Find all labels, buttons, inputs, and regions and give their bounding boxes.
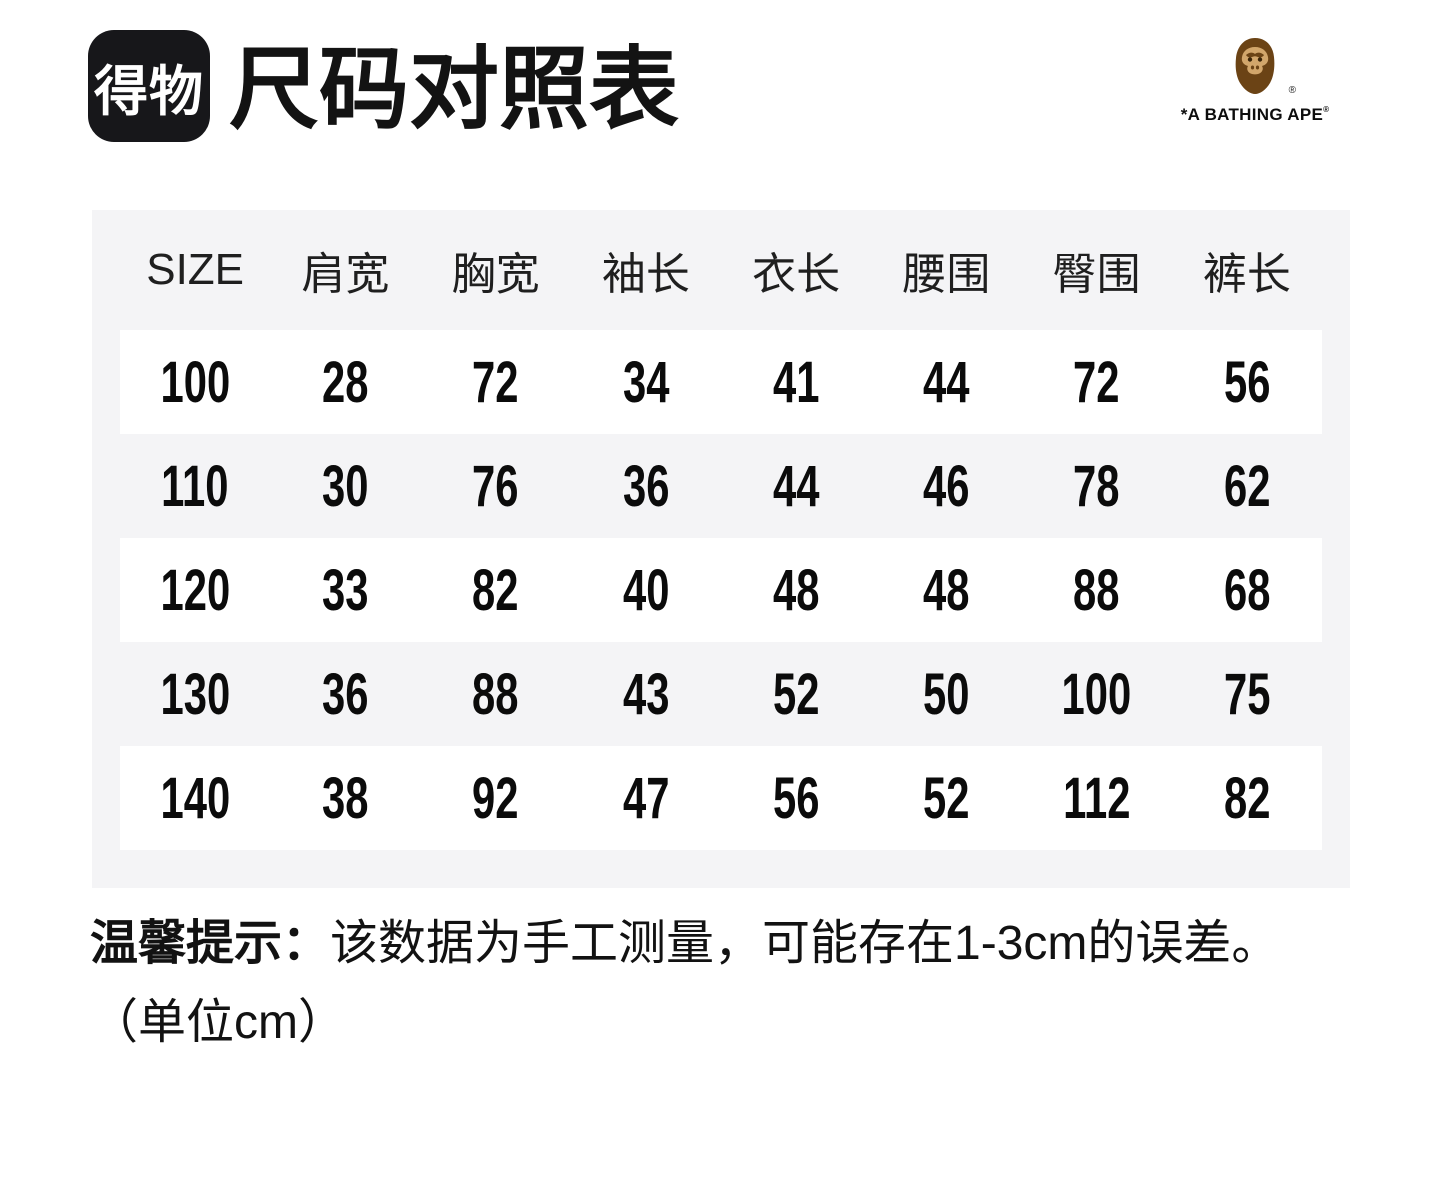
cell-value: 110 bbox=[161, 453, 229, 519]
cell-value: 41 bbox=[772, 349, 820, 415]
table-row: 100 28 72 34 41 44 72 56 bbox=[120, 330, 1322, 434]
dewu-logo-text: 得物 bbox=[94, 61, 204, 122]
size-table: SIZE 肩宽 胸宽 袖长 衣长 腰围 臀围 裤长 100 28 72 34 4… bbox=[92, 210, 1350, 888]
cell-value: 46 bbox=[923, 453, 970, 519]
header-hip: 臀围 bbox=[1052, 250, 1141, 299]
cell-value: 120 bbox=[160, 557, 230, 623]
note-prefix: 温馨提示： bbox=[90, 917, 331, 970]
cell-value: 68 bbox=[1223, 557, 1271, 623]
cell-value: 30 bbox=[322, 453, 369, 519]
note-line-1: 温馨提示：该数据为手工测量，可能存在1-3cm的误差。 bbox=[90, 903, 1279, 973]
cell-value: 76 bbox=[472, 453, 519, 519]
header-shoulder-width: 肩宽 bbox=[301, 250, 390, 299]
table-row: 120 33 82 40 48 48 88 68 bbox=[120, 538, 1322, 642]
cell-value: 52 bbox=[772, 661, 820, 727]
cell-value: 56 bbox=[772, 765, 820, 831]
cell-value: 47 bbox=[622, 765, 670, 831]
cell-value: 43 bbox=[622, 661, 670, 727]
cell-value: 75 bbox=[1223, 661, 1271, 727]
cell-value: 78 bbox=[1073, 453, 1120, 519]
cell-value: 48 bbox=[772, 557, 820, 623]
size-table-header-row: SIZE 肩宽 胸宽 袖长 衣长 腰围 臀围 裤长 bbox=[120, 210, 1322, 330]
page-title: 尺码对照表 bbox=[229, 40, 679, 140]
table-row: 110 30 76 36 44 46 78 62 bbox=[120, 434, 1322, 538]
cell-value: 34 bbox=[622, 349, 670, 415]
cell-value: 50 bbox=[923, 661, 970, 727]
cell-value: 112 bbox=[1062, 765, 1131, 831]
cell-value: 62 bbox=[1223, 453, 1271, 519]
cell-value: 38 bbox=[322, 765, 369, 831]
cell-value: 36 bbox=[322, 661, 369, 727]
cell-value: 36 bbox=[622, 453, 670, 519]
cell-value: 100 bbox=[160, 349, 230, 415]
cell-value: 88 bbox=[472, 661, 519, 727]
note-text: 该数据为手工测量，可能存在1-3cm的误差。 bbox=[330, 917, 1280, 970]
cell-value: 56 bbox=[1223, 349, 1271, 415]
cell-value: 44 bbox=[772, 453, 820, 519]
cell-value: 52 bbox=[923, 765, 970, 831]
brand-name: *A BATHING APE® bbox=[1180, 105, 1330, 124]
cell-value: 40 bbox=[622, 557, 670, 623]
table-row: 130 36 88 43 52 50 100 75 bbox=[120, 642, 1322, 746]
registered-mark-icon: ® bbox=[1288, 85, 1296, 96]
cell-value: 100 bbox=[1061, 661, 1132, 727]
cell-value: 33 bbox=[322, 557, 369, 623]
cell-value: 44 bbox=[923, 349, 970, 415]
cell-value: 92 bbox=[472, 765, 519, 831]
cell-value: 82 bbox=[1223, 765, 1271, 831]
cell-value: 82 bbox=[472, 557, 519, 623]
table-row: 140 38 92 47 56 52 112 82 bbox=[120, 746, 1322, 850]
ape-head-icon: ® bbox=[1222, 34, 1296, 98]
cell-value: 140 bbox=[160, 765, 230, 831]
registered-mark-icon: ® bbox=[1323, 105, 1330, 114]
header-size: SIZE bbox=[146, 245, 245, 294]
header-garment-length: 衣长 bbox=[752, 250, 841, 299]
header-chest-width: 胸宽 bbox=[451, 250, 540, 299]
cell-value: 28 bbox=[322, 349, 369, 415]
dewu-logo: 得物 bbox=[88, 30, 210, 142]
cell-value: 130 bbox=[160, 661, 230, 727]
cell-value: 48 bbox=[923, 557, 970, 623]
note-line-2: （单位cm） bbox=[90, 996, 346, 1049]
header-waist: 腰围 bbox=[902, 250, 991, 299]
header-pants-length: 裤长 bbox=[1202, 250, 1291, 299]
header-sleeve-length: 袖长 bbox=[601, 250, 690, 299]
cell-value: 88 bbox=[1073, 557, 1120, 623]
brand-block: ® *A BATHING APE® bbox=[1180, 34, 1330, 125]
cell-value: 72 bbox=[1073, 349, 1120, 415]
cell-value: 72 bbox=[472, 349, 519, 415]
